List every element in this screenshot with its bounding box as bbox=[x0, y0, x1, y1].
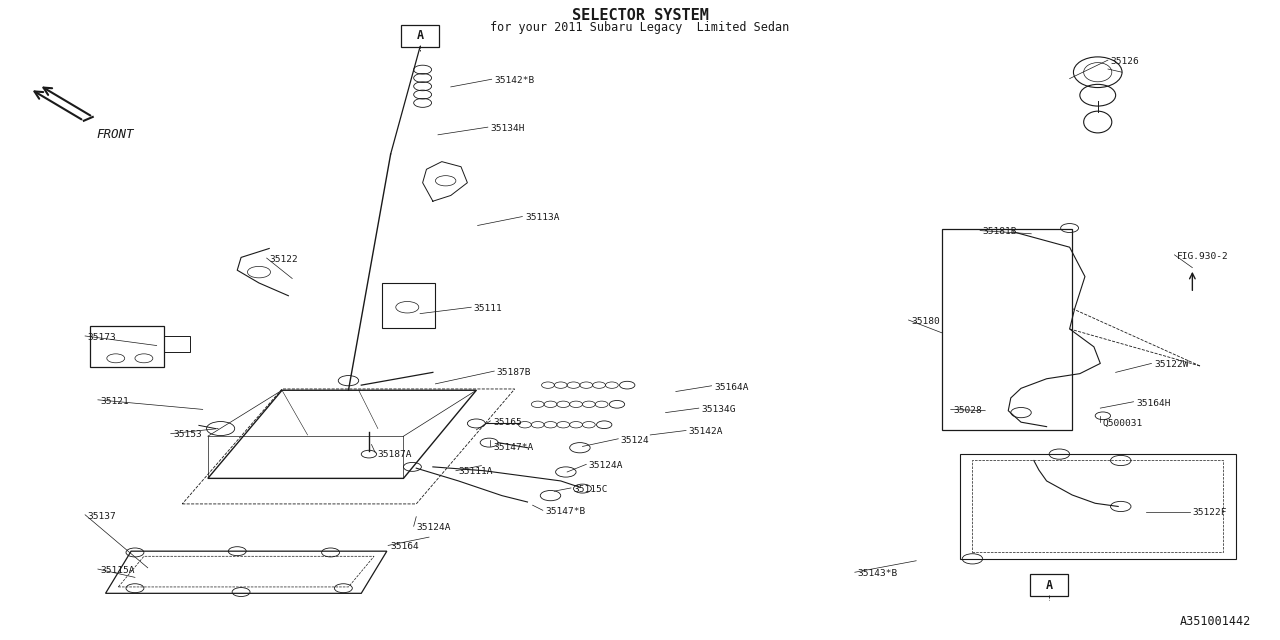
Text: 35143*B: 35143*B bbox=[858, 569, 897, 578]
Text: 35164A: 35164A bbox=[714, 383, 749, 392]
Text: 35124A: 35124A bbox=[589, 461, 623, 470]
Text: FRONT: FRONT bbox=[96, 129, 134, 141]
Text: 35142A: 35142A bbox=[689, 428, 723, 436]
Text: 35124: 35124 bbox=[621, 436, 649, 445]
Text: SELECTOR SYSTEM: SELECTOR SYSTEM bbox=[572, 8, 708, 23]
Text: 35164H: 35164H bbox=[1137, 399, 1171, 408]
Text: A: A bbox=[1046, 579, 1052, 591]
Text: 35111: 35111 bbox=[474, 304, 503, 313]
Text: 35187A: 35187A bbox=[378, 450, 412, 459]
Text: 35134H: 35134H bbox=[490, 124, 525, 133]
Text: 35147*B: 35147*B bbox=[545, 507, 586, 516]
Text: 35115A: 35115A bbox=[100, 566, 134, 575]
Text: 35122F: 35122F bbox=[1193, 508, 1226, 517]
Text: 35164: 35164 bbox=[390, 542, 420, 551]
Text: 35173: 35173 bbox=[87, 333, 116, 342]
Text: 35028: 35028 bbox=[954, 406, 982, 415]
Text: Q500031: Q500031 bbox=[1103, 419, 1143, 428]
Text: 35165: 35165 bbox=[493, 418, 522, 427]
Text: 35126: 35126 bbox=[1111, 57, 1139, 66]
Text: for your 2011 Subaru Legacy  Limited Sedan: for your 2011 Subaru Legacy Limited Seda… bbox=[490, 21, 790, 34]
Text: 35121: 35121 bbox=[100, 397, 129, 406]
Text: FIG.930-2: FIG.930-2 bbox=[1178, 252, 1229, 260]
Text: 35181B: 35181B bbox=[983, 227, 1018, 236]
Text: 35153: 35153 bbox=[173, 431, 202, 440]
Text: A351001442: A351001442 bbox=[1180, 615, 1251, 628]
Text: 35147*A: 35147*A bbox=[493, 444, 534, 452]
Text: 35122: 35122 bbox=[269, 255, 298, 264]
Text: A: A bbox=[416, 29, 424, 42]
Text: 35124A: 35124A bbox=[416, 523, 451, 532]
Text: 35180: 35180 bbox=[911, 317, 940, 326]
Text: 35115C: 35115C bbox=[573, 484, 608, 493]
Text: 35142*B: 35142*B bbox=[494, 76, 535, 85]
Text: 35137: 35137 bbox=[87, 511, 116, 520]
Text: 35122W: 35122W bbox=[1155, 360, 1189, 369]
Text: 35134G: 35134G bbox=[701, 405, 736, 414]
Text: 35187B: 35187B bbox=[497, 368, 531, 377]
Text: 35111A: 35111A bbox=[458, 467, 493, 477]
Text: 35113A: 35113A bbox=[525, 213, 559, 222]
